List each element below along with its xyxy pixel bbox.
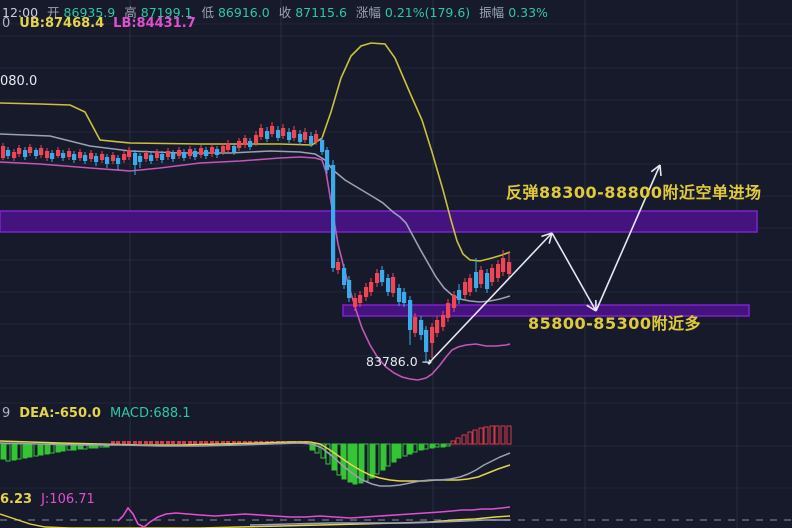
amplitude-label: 振幅 — [479, 5, 505, 20]
boll-lb-value: LB:84431.7 — [113, 16, 196, 31]
high-label: 高 — [124, 5, 137, 20]
candle-time: 12:00 — [2, 5, 39, 20]
high-value: 87199.1 — [140, 5, 193, 20]
macd-info-bar: 9 DEA:-650.0 MACD:688.1 — [2, 406, 191, 421]
boll-ub-value: UB:87468.4 — [19, 16, 105, 31]
low-value: 86916.0 — [217, 5, 270, 20]
dea-value: DEA:-650.0 — [19, 406, 101, 421]
close-label: 收 — [278, 5, 292, 20]
boll-info-bar: 0 UB:87468.4 LB:84431.7 — [2, 16, 196, 31]
open-label: 开 — [47, 5, 60, 20]
amplitude-value: 0.33% — [508, 5, 548, 20]
kdj-cut-text: 6.23 — [0, 492, 33, 507]
macd-cut-text: 9 — [2, 406, 11, 421]
change-value: 0.21%(179.6) — [384, 5, 471, 20]
ohlc-info-bar: 12:00 开 86935.9 高 87199.1 低 86916.0 收 87115.… — [2, 2, 548, 21]
close-value: 87115.6 — [295, 5, 347, 20]
short-zone-annotation: 反弹88300-88800附近空单进场 — [506, 183, 762, 202]
axis-price-label: 080.0 — [0, 74, 38, 89]
open-value: 86935.9 — [63, 5, 116, 20]
long-zone-annotation: 85800-85300附近多 — [528, 314, 701, 333]
boll-cut-text: 0 — [2, 16, 11, 31]
change-label: 涨幅 — [355, 5, 381, 20]
macd-value: MACD:688.1 — [109, 406, 191, 421]
kdj-info-bar: 6.23 J:106.71 — [0, 492, 95, 507]
low-label: 低 — [201, 5, 214, 20]
kdj-j-value: J:106.71 — [41, 492, 95, 507]
swing-low-price-label: 83786.0 → — [366, 354, 433, 369]
